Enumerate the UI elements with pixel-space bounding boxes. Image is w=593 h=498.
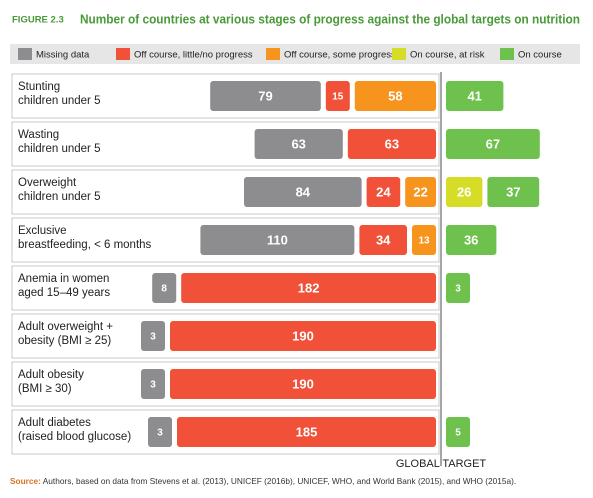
source-text: Authors, based on data from Stevens et a… bbox=[42, 476, 517, 486]
bar bbox=[141, 369, 165, 399]
bar bbox=[405, 177, 436, 207]
legend-swatch bbox=[500, 48, 514, 60]
bar bbox=[148, 417, 172, 447]
value-label: 110 bbox=[267, 232, 288, 247]
bar bbox=[446, 417, 470, 447]
value-label: 15 bbox=[332, 92, 344, 103]
legend-label: On course, at risk bbox=[410, 50, 485, 61]
legend-label: On course bbox=[518, 50, 562, 61]
legend-label: Off course, some progress bbox=[284, 50, 396, 61]
value-label: 3 bbox=[157, 428, 163, 439]
value-label: 63 bbox=[291, 136, 305, 151]
value-label: 58 bbox=[388, 88, 402, 103]
legend-swatch bbox=[116, 48, 130, 60]
legend-label: Off course, little/no progress bbox=[134, 50, 253, 61]
category-label: Adult obesity (BMI ≥ 30) bbox=[18, 369, 84, 395]
value-label: 34 bbox=[376, 232, 391, 247]
figure-label: FIGURE 2.3 bbox=[12, 15, 64, 26]
category-label: Anemia in women aged 15–49 years bbox=[18, 273, 111, 299]
bar bbox=[487, 177, 540, 207]
bar bbox=[446, 225, 497, 255]
bar bbox=[359, 225, 407, 255]
bar bbox=[446, 129, 540, 159]
bar bbox=[244, 177, 362, 207]
category-label: Stunting children under 5 bbox=[18, 81, 101, 107]
bar bbox=[446, 177, 483, 207]
value-label: 63 bbox=[385, 136, 399, 151]
bar bbox=[210, 81, 321, 111]
category-label: Adult overweight + obesity (BMI ≥ 25) bbox=[18, 321, 113, 347]
bar bbox=[181, 273, 436, 303]
bar bbox=[347, 129, 436, 159]
value-label: 3 bbox=[150, 332, 156, 343]
bar bbox=[170, 369, 436, 399]
legend-label: Missing data bbox=[36, 50, 90, 61]
legend-background bbox=[10, 44, 580, 64]
bar bbox=[325, 81, 350, 111]
category-label: Overweight children under 5 bbox=[18, 177, 101, 203]
chart-title: Number of countries at various stages of… bbox=[80, 12, 580, 27]
value-label: 24 bbox=[376, 184, 391, 199]
value-label: 3 bbox=[150, 380, 156, 391]
value-label: 5 bbox=[455, 428, 461, 439]
category-label: Exclusive breastfeeding, < 6 months bbox=[18, 225, 152, 251]
source-label: Source: bbox=[10, 476, 41, 486]
bar bbox=[254, 129, 343, 159]
source-note: Source: Authors, based on data from Stev… bbox=[10, 476, 590, 486]
value-label: 185 bbox=[296, 424, 318, 439]
value-label: 26 bbox=[457, 184, 471, 199]
value-label: 22 bbox=[413, 184, 427, 199]
bar bbox=[412, 225, 436, 255]
target-label: GLOBAL TARGET bbox=[396, 458, 487, 470]
bar bbox=[354, 81, 436, 111]
value-label: 84 bbox=[296, 184, 311, 199]
bar bbox=[446, 273, 470, 303]
value-label: 13 bbox=[418, 236, 430, 247]
bar bbox=[200, 225, 355, 255]
bar bbox=[366, 177, 401, 207]
bar bbox=[170, 321, 436, 351]
value-label: 190 bbox=[292, 328, 314, 343]
bar bbox=[177, 417, 436, 447]
value-label: 182 bbox=[298, 280, 320, 295]
legend-swatch bbox=[392, 48, 406, 60]
value-label: 36 bbox=[464, 232, 478, 247]
category-label: Wasting children under 5 bbox=[18, 129, 101, 155]
legend-swatch bbox=[266, 48, 280, 60]
bar bbox=[152, 273, 177, 303]
category-label: Adult diabetes (raised blood glucose) bbox=[18, 417, 132, 443]
bar bbox=[446, 81, 504, 111]
legend-swatch bbox=[18, 48, 32, 60]
value-label: 67 bbox=[486, 136, 500, 151]
bar bbox=[141, 321, 165, 351]
value-label: 79 bbox=[258, 88, 272, 103]
value-label: 3 bbox=[455, 284, 461, 295]
value-label: 41 bbox=[467, 88, 481, 103]
value-label: 190 bbox=[292, 376, 314, 391]
value-label: 37 bbox=[506, 184, 520, 199]
value-label: 8 bbox=[161, 284, 167, 295]
